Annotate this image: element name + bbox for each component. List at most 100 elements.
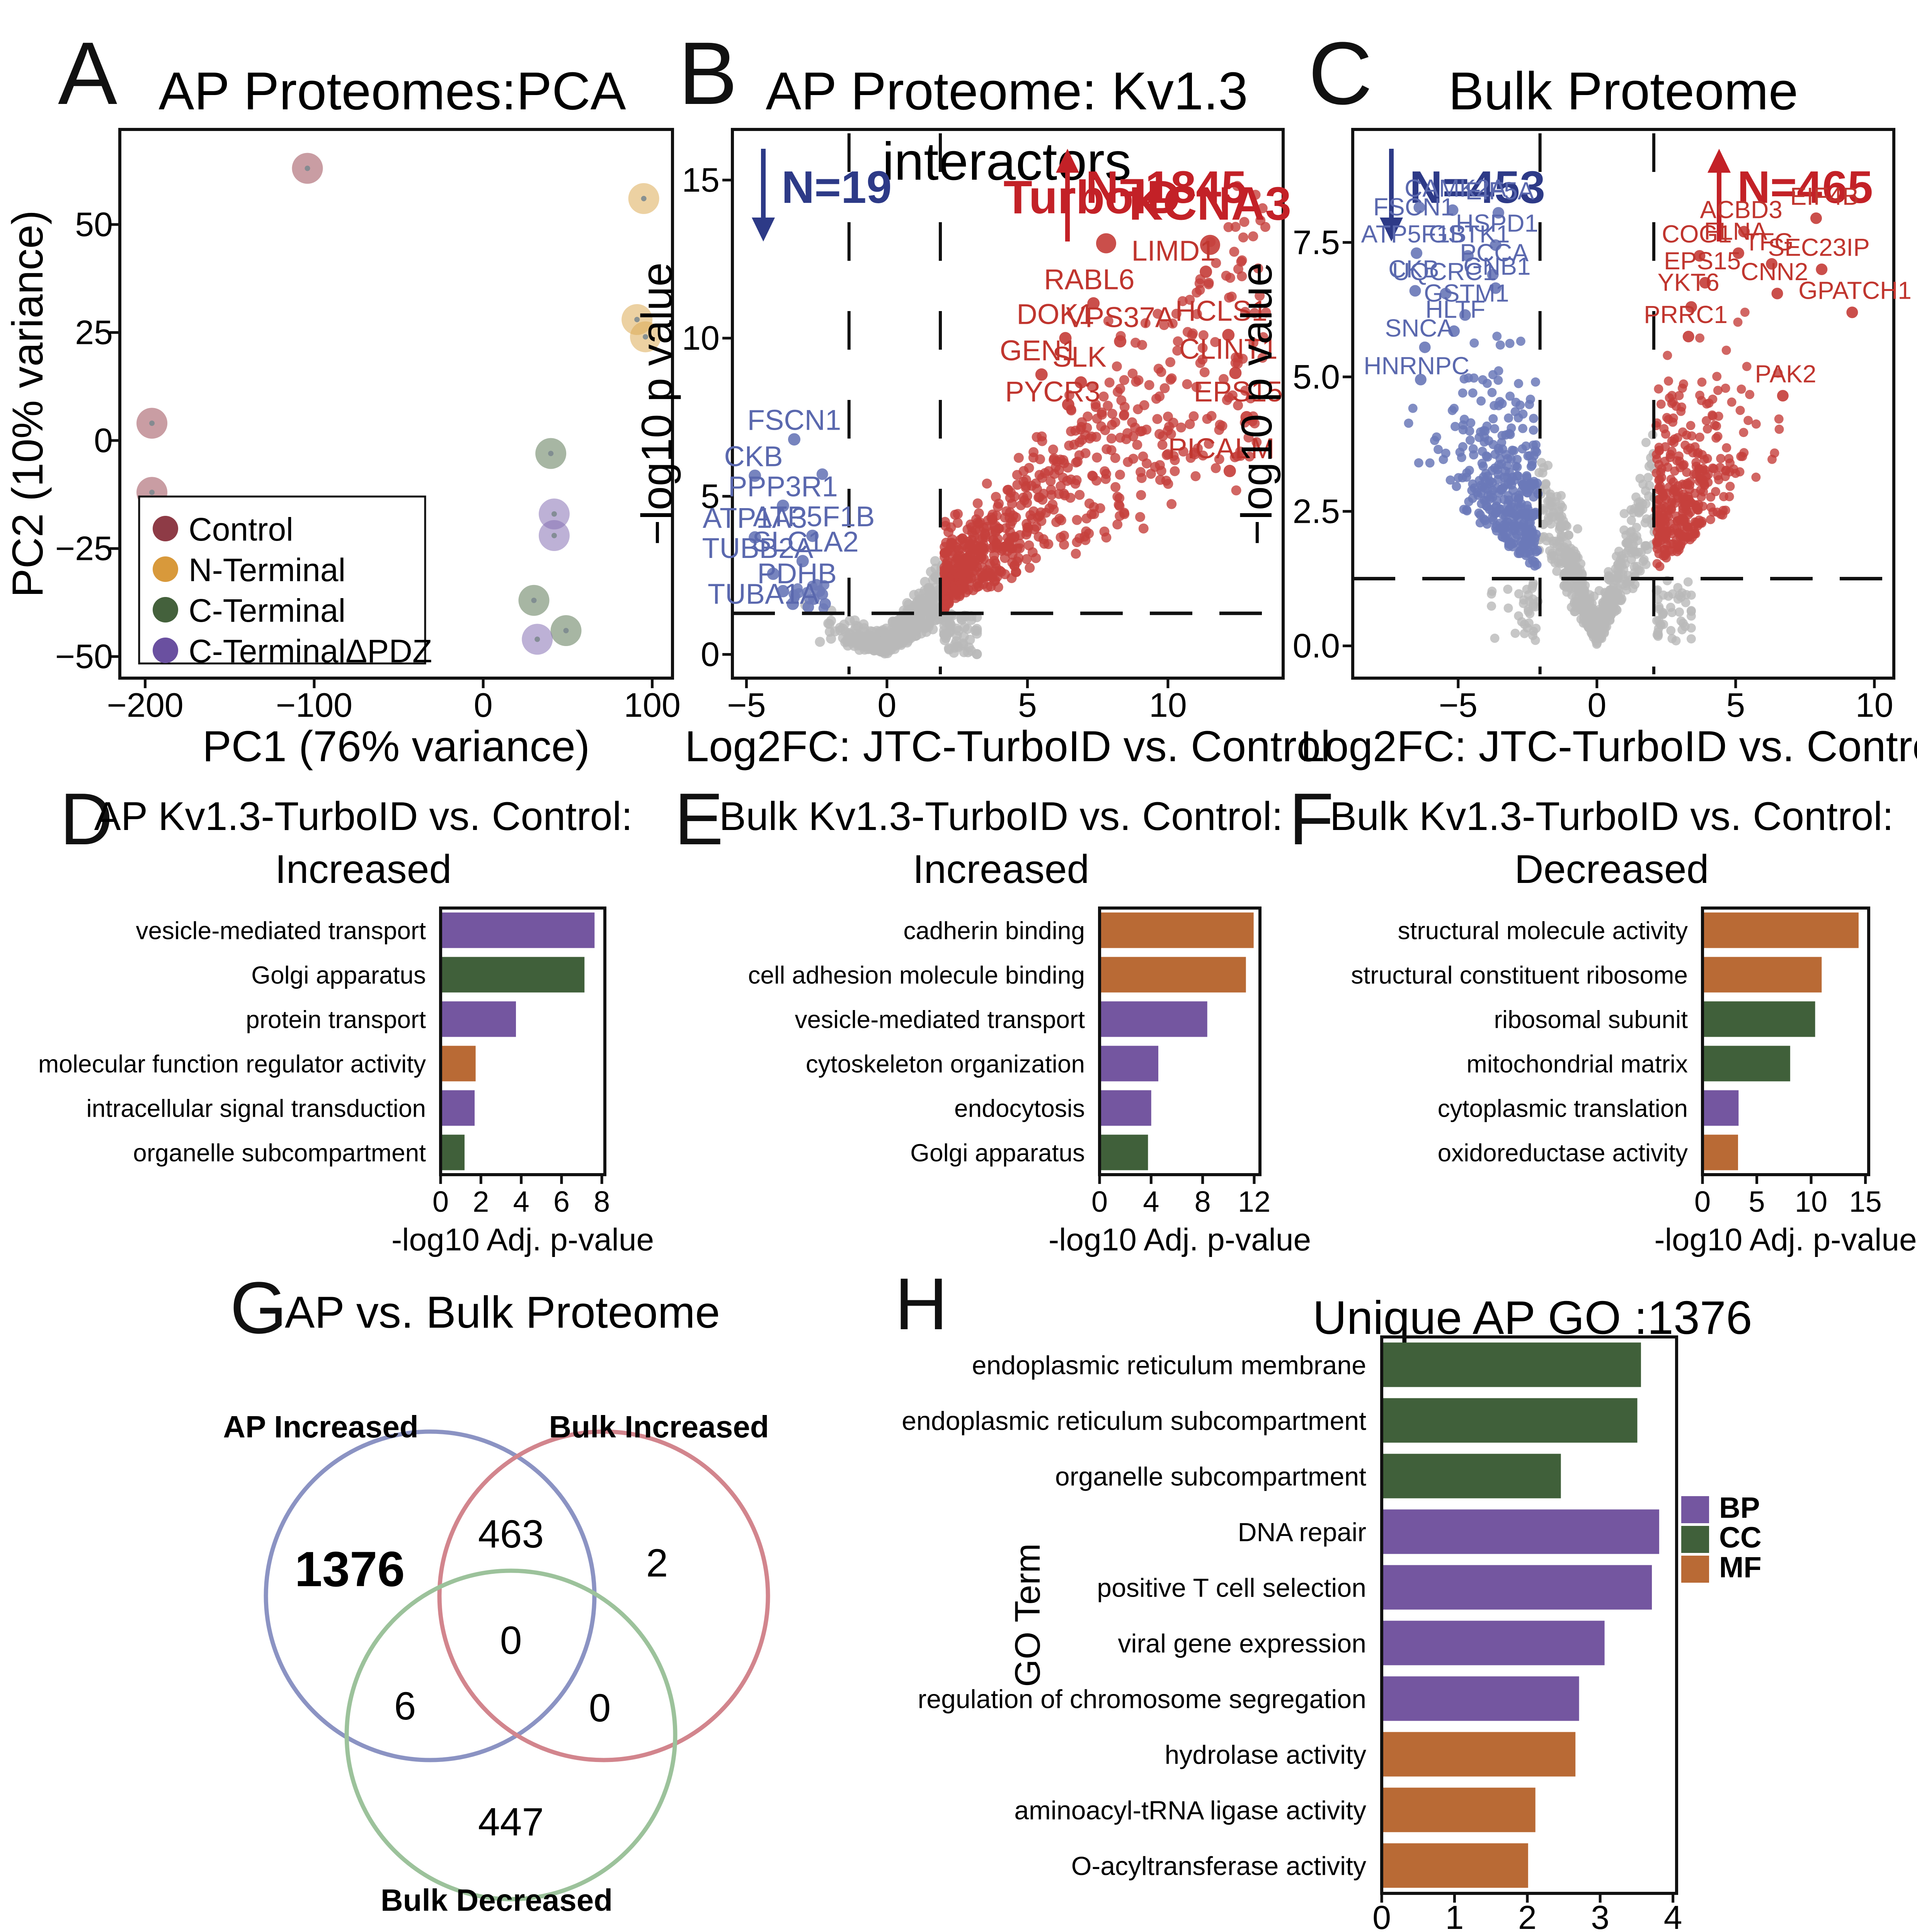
bar-label: endocytosis (954, 1095, 1085, 1122)
arrow-down-head-icon (752, 218, 775, 242)
x-axis-title: -log10 Adj. p-value (392, 1222, 654, 1257)
panel-g-letter: G (230, 1267, 287, 1349)
panel-b-title: AP Proteome: Kv1.3 interactors (766, 61, 1248, 192)
bar-label: DNA repair (1238, 1517, 1366, 1547)
gene-point-FSCN1 (788, 433, 800, 446)
x-axis-title: Log2FC: JTC-TurboID vs. Control (685, 722, 1330, 770)
legend-swatch-icon (153, 597, 178, 622)
panel-c-title: Bulk Proteome (1448, 61, 1798, 121)
panel-e-chart: cadherin binding cell adhesion molecule b… (748, 906, 1311, 1257)
gene-point-RABL6 (1087, 297, 1100, 310)
venn-set-label: Bulk Increased (549, 1410, 769, 1444)
gene-point-FSCN1 (1413, 201, 1425, 213)
gene-label-ATP5F1B: ATP5F1B (753, 500, 875, 532)
gene-label-GEN1: GEN1 (1000, 334, 1078, 366)
gene-label-TurboID: TurboID (1003, 171, 1181, 223)
x-tick-label: 5 (1018, 686, 1037, 724)
panel-c-letter: C (1308, 24, 1373, 123)
panel-a-title: AP Proteomes:PCA (158, 61, 626, 121)
x-axis-title: PC1 (76% variance) (203, 722, 590, 770)
bar-organelle-subcompartment (1382, 1454, 1561, 1498)
panel-h-chart: endoplasmic reticulum membrane endoplasmi… (902, 1335, 1762, 1932)
gene-label-PPP3R1: PPP3R1 (728, 470, 838, 502)
gene-label-CNN2: CNN2 (1741, 258, 1808, 286)
venn-count-bulk_increased_only: 2 (646, 1541, 668, 1585)
venn-set-label: AP Increased (223, 1410, 418, 1444)
bar-cytoplasmic-translation (1703, 1090, 1739, 1126)
gene-point-PPP3R1 (776, 499, 789, 512)
gene-label-GSTM1: GSTM1 (1424, 279, 1509, 307)
y-tick-label: 2.5 (1293, 492, 1340, 530)
x-tick-label: −5 (727, 686, 766, 724)
gene-point-PAK2 (1777, 390, 1789, 402)
plot-box (731, 128, 1285, 680)
legend-label-mf: MF (1719, 1551, 1762, 1584)
gene-point-COG1 (1694, 250, 1706, 262)
gene-label-PCCA: PCCA (1460, 239, 1529, 267)
gene-label-HCLS1: HCLS1 (1175, 295, 1268, 327)
gene-point-UQCRC1 (1440, 287, 1452, 299)
gene-label-EIF4B: EIF4B (1790, 182, 1859, 210)
gene-point-EIF5A (1492, 207, 1504, 219)
legend-label: Control (189, 511, 293, 548)
gene-label-DOK1: DOK1 (1016, 298, 1095, 330)
venn-circle-bulk-decreased (344, 1568, 678, 1901)
panel-d-letter: D (60, 778, 113, 860)
panel-c-threshold-lines (1353, 133, 1894, 674)
plot-box (118, 128, 674, 680)
gene-label-CLINT1: CLINT1 (1179, 333, 1278, 365)
gene-point-HLTF (1448, 325, 1460, 337)
gene-point-SNCA (1419, 341, 1431, 353)
gene-label-PDHB: PDHB (757, 557, 837, 589)
panel-d-bars (441, 912, 595, 1170)
bar-structural-molecule-activity (1703, 912, 1859, 948)
legend-label: N-Terminal (189, 552, 346, 588)
x-tick-label: 0 (432, 1185, 449, 1218)
gene-label-TUBA1A: TUBA1A (708, 578, 819, 610)
gene-point-SLK (1074, 376, 1087, 389)
bar-label: Golgi apparatus (251, 961, 426, 989)
gene-point-PICALM (1223, 464, 1236, 477)
x-tick-label: 100 (624, 686, 681, 724)
x-tick-label: 8 (594, 1185, 610, 1218)
gene-point-EPS15 (1240, 411, 1253, 423)
panel-d-title-line1: AP Kv1.3-TurboID vs. Control: (94, 794, 633, 839)
x-tick-label: 0 (1694, 1185, 1711, 1218)
gene-label-ATP5F1B: ATP5F1B (1361, 220, 1467, 248)
x-axis-title: -log10 Adj. p-value (1654, 1222, 1917, 1257)
gene-label-YKT6: YKT6 (1658, 269, 1720, 296)
gene-label-PAK2: PAK2 (1755, 360, 1817, 388)
gene-label-LIMD1: LIMD1 (1131, 235, 1216, 267)
bar-cytoskeleton-organization (1100, 1046, 1158, 1082)
gene-point-ATP5F1B (806, 529, 819, 542)
gene-label-COG1: COG1 (1662, 220, 1732, 248)
bar-label: cytoplasmic translation (1438, 1095, 1688, 1122)
gene-label-PYCR3: PYCR3 (1005, 376, 1100, 408)
legend-swatch-mf-icon (1681, 1556, 1709, 1583)
legend-swatch-bp-icon (1681, 1496, 1709, 1523)
bar-label: aminoacyl-tRNA ligase activity (1014, 1796, 1366, 1825)
bar-label: intracellular signal transduction (86, 1095, 426, 1122)
panel-f-letter: F (1289, 778, 1334, 860)
panel-e-title-line1: Bulk Kv1.3-TurboID vs. Control: (719, 794, 1283, 839)
gene-point-KCNA3 (1200, 235, 1220, 255)
bar-ribosomal-subunit (1703, 1001, 1815, 1037)
gene-point-CKB (749, 469, 761, 482)
panel-b-threshold-lines (732, 133, 1283, 674)
gene-point-LIMD1 (1200, 265, 1212, 278)
legend-label: C-Terminal (189, 592, 346, 629)
legend-swatch-icon (153, 638, 178, 663)
gene-point-PYCR3 (1062, 398, 1074, 411)
bar-label: cadherin binding (903, 917, 1085, 945)
panel-b-down-points (788, 468, 831, 614)
y-axis-title: −log10 p value (1233, 262, 1281, 545)
gene-point-TurboID (1096, 233, 1116, 253)
bar-label: viral gene expression (1118, 1629, 1366, 1658)
legend-box (138, 495, 426, 665)
gene-point-TFG (1766, 258, 1778, 270)
gene-point-DOK1 (1059, 332, 1072, 345)
bar-structural-constituent-ribosome (1703, 957, 1822, 993)
venn-count-all_three: 0 (500, 1618, 522, 1662)
